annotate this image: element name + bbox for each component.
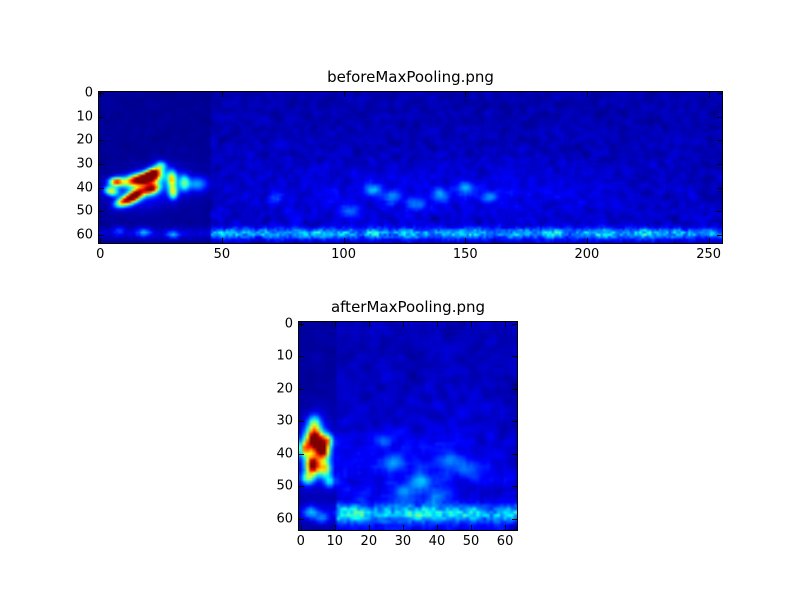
x-tick-label: 60	[496, 534, 514, 549]
y-tick	[512, 453, 517, 455]
x-tick-label: 0	[296, 534, 305, 549]
x-tick	[436, 322, 438, 327]
y-tick-label: 30	[76, 156, 93, 172]
x-tick	[402, 322, 404, 327]
before-pooling-title: beforeMaxPooling.png	[327, 68, 494, 86]
y-tick-label: 20	[76, 132, 93, 148]
after-pooling-heatmap	[299, 322, 517, 530]
x-tick	[100, 92, 102, 97]
x-tick-label: 100	[331, 247, 356, 262]
x-tick	[505, 322, 507, 327]
y-tick	[512, 323, 517, 325]
x-tick	[586, 92, 588, 97]
y-tick-label: 50	[76, 203, 93, 219]
y-tick	[512, 518, 517, 520]
x-tick-label: 20	[360, 534, 378, 549]
y-tick-label: 40	[276, 446, 293, 462]
x-tick	[471, 322, 473, 327]
x-tick	[586, 238, 588, 243]
x-tick	[368, 525, 370, 530]
after-pooling-title: afterMaxPooling.png	[330, 298, 486, 316]
before-pooling-heatmap	[99, 92, 722, 243]
y-tick	[717, 211, 722, 213]
x-tick	[334, 322, 336, 327]
y-tick	[512, 356, 517, 358]
y-tick	[717, 116, 722, 118]
x-tick-label: 40	[428, 534, 446, 549]
y-tick	[99, 116, 104, 118]
y-tick-label: 60	[276, 511, 293, 527]
y-tick	[512, 486, 517, 488]
y-tick	[299, 453, 304, 455]
x-tick	[465, 92, 467, 97]
after-pooling-axes: afterMaxPooling.png 0 10 20 30 40 50 60 0 10 20 30…	[276, 298, 518, 548]
x-tick	[708, 92, 710, 97]
x-tick	[402, 525, 404, 530]
x-tick	[465, 238, 467, 243]
y-tick	[99, 140, 104, 142]
y-tick	[299, 356, 304, 358]
y-tick	[717, 234, 722, 236]
x-tick	[343, 92, 345, 97]
y-tick-label: 60	[76, 227, 93, 243]
x-tick-label: 150	[452, 247, 478, 262]
x-tick	[100, 238, 102, 243]
x-tick-label: 250	[696, 247, 722, 262]
y-tick-label: 0	[284, 316, 293, 332]
y-tick	[99, 211, 104, 213]
x-tick-label: 50	[462, 534, 480, 549]
y-tick	[99, 93, 104, 95]
y-tick	[299, 388, 304, 390]
y-tick-label: 10	[76, 109, 93, 125]
x-tick	[343, 238, 345, 243]
x-tick-label: 10	[326, 534, 344, 549]
x-tick	[436, 525, 438, 530]
y-tick-label: 0	[84, 85, 93, 101]
x-tick-label: 0	[96, 247, 105, 262]
y-tick	[299, 421, 304, 423]
y-tick	[717, 187, 722, 189]
x-tick	[334, 525, 336, 530]
x-tick	[708, 238, 710, 243]
y-tick	[512, 388, 517, 390]
x-tick	[300, 525, 302, 530]
y-tick	[299, 486, 304, 488]
y-tick	[99, 234, 104, 236]
y-tick-label: 30	[276, 413, 293, 429]
x-tick	[471, 525, 473, 530]
y-tick	[99, 187, 104, 189]
x-tick	[221, 238, 223, 243]
y-tick	[99, 163, 104, 165]
x-tick	[368, 322, 370, 327]
x-tick	[221, 92, 223, 97]
x-tick-label: 200	[574, 247, 600, 262]
y-tick	[717, 93, 722, 95]
y-tick	[299, 518, 304, 520]
y-tick	[299, 323, 304, 325]
y-tick-label: 50	[276, 478, 293, 494]
y-tick	[717, 140, 722, 142]
y-tick	[717, 163, 722, 165]
y-tick-label: 40	[76, 180, 93, 196]
y-tick	[512, 421, 517, 423]
x-tick-label: 50	[213, 247, 231, 262]
x-tick	[505, 525, 507, 530]
x-tick-label: 30	[394, 534, 412, 549]
y-tick-label: 20	[276, 381, 293, 397]
y-tick-label: 10	[276, 348, 293, 364]
before-pooling-axes: beforeMaxPooling.png 0 50 100 150 200 250 0 10 2…	[76, 68, 723, 261]
